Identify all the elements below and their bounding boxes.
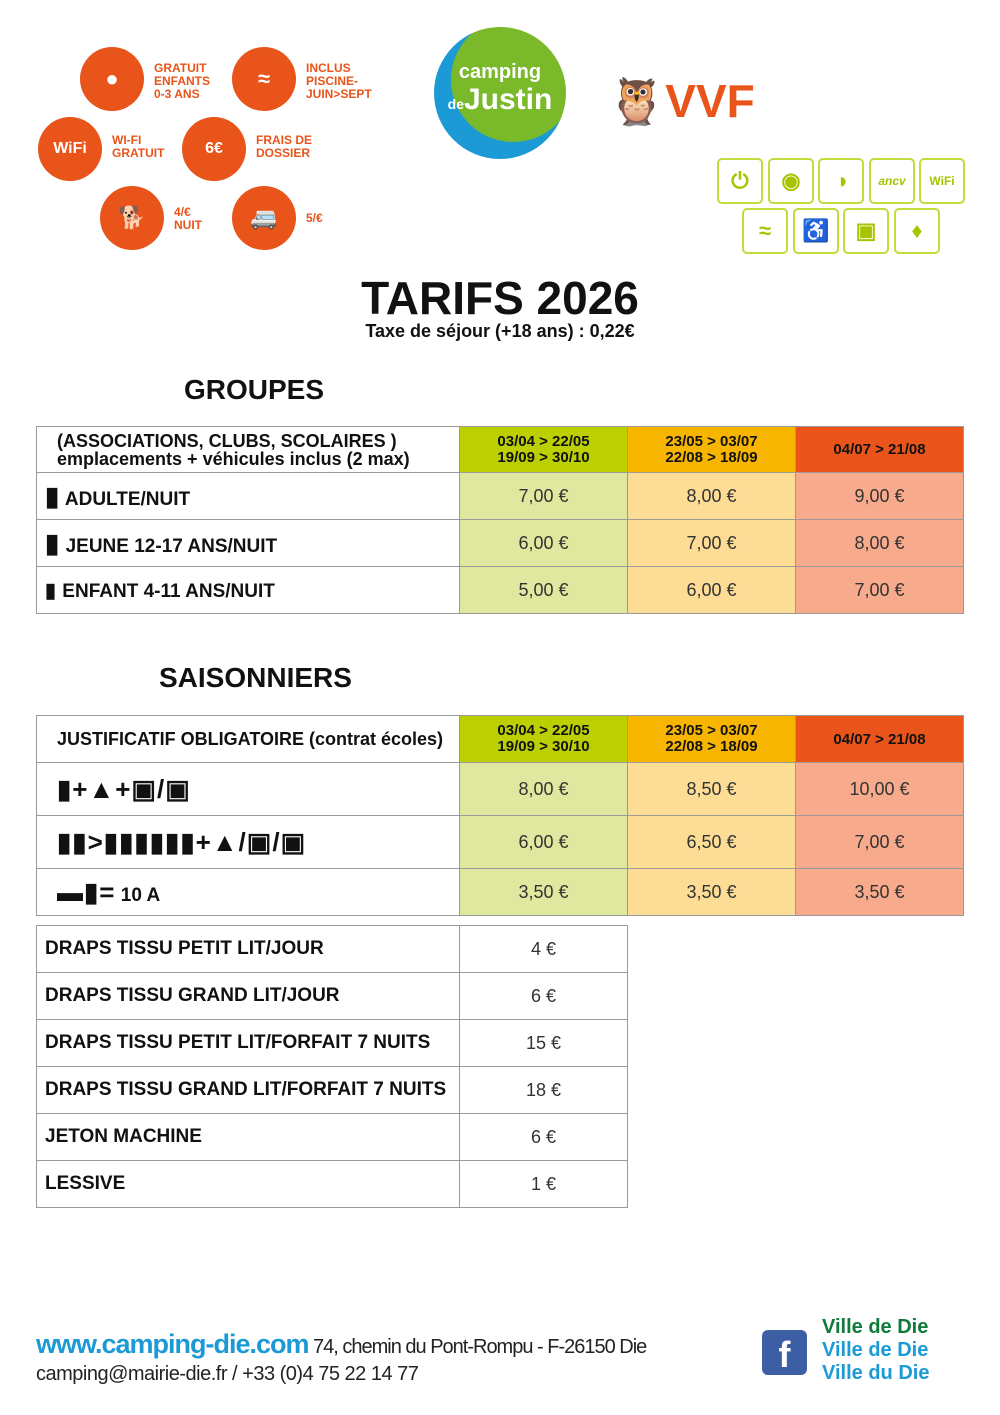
table-row: DRAPS TISSU PETIT LIT/FORFAIT 7 NUITS 15 … xyxy=(36,1019,628,1067)
footer-line1: www.camping-die.com 74, chemin du Pont-R… xyxy=(36,1328,647,1365)
folder-icon: 6€ xyxy=(182,117,246,181)
groupes-table: (ASSOCIATIONS, CLUBS, SCOLAIRES ) emplace… xyxy=(36,426,964,614)
feature-label: 4/€ NUIT xyxy=(174,205,202,232)
table-row: ▮ ADULTE/NUIT 7,00 €8,00 €9,00 € xyxy=(36,472,964,520)
barbecue-icon: ◑ xyxy=(818,158,864,204)
dog-icon: 🐕 xyxy=(100,186,164,250)
period-high: 04/07 > 21/08 xyxy=(795,426,964,473)
wifi-icon: WiFi xyxy=(919,158,965,204)
period-mid: 23/05 > 03/07 22/08 > 18/09 xyxy=(627,715,796,763)
page-title: TARIFS 2026 xyxy=(361,272,639,324)
table-row: ▬▮= 10 A 3,50 €3,50 €3,50 € xyxy=(36,868,964,916)
saisonniers-heading: SAISONNIERS xyxy=(159,662,352,693)
table-row: ▮ ENFANT 4-11 ANS/NUIT 5,00 €6,00 €7,00 € xyxy=(36,566,964,614)
ville-de-die-logo: Ville de Die Ville de Die Ville du Die xyxy=(822,1316,930,1384)
person-tent-camper-icon: ▮+▲+▣/▣ xyxy=(57,773,191,804)
table-header-row: (ASSOCIATIONS, CLUBS, SCOLAIRES ) emplace… xyxy=(36,426,964,473)
groupes-heading: GROUPES xyxy=(184,374,325,405)
table-row: ▮ JEUNE 12-17 ANS/NUIT 6,00 €7,00 €8,00 € xyxy=(36,519,964,567)
person-icon: ▮ xyxy=(45,579,58,602)
table-row: ▮+▲+▣/▣ 8,00 €8,50 €10,00 € xyxy=(36,762,964,816)
table-row: ▮▮>▮▮▮▮▮▮+▲/▣/▣ 6,00 €6,50 €7,00 € xyxy=(36,815,964,869)
washing-machine-icon: ◉ xyxy=(768,158,814,204)
person-icon: ▮ xyxy=(45,527,61,558)
period-low: 03/04 > 22/05 19/09 > 30/10 xyxy=(459,715,628,763)
table-header-row: JUSTIFICATIF OBLIGATOIRE (contrat écoles… xyxy=(36,715,964,763)
wheelchair-icon: ♿ xyxy=(793,208,839,254)
contact: camping@mairie-die.fr / +33 (0)4 75 22 1… xyxy=(36,1363,419,1385)
pool-icon: ≈ xyxy=(232,47,296,111)
address: 74, chemin du Pont-Rompu - F-26150 Die xyxy=(313,1336,647,1358)
vvf-logo: 🦉VVF xyxy=(608,75,755,127)
period-high: 04/07 > 21/08 xyxy=(795,715,964,763)
period-low: 03/04 > 22/05 19/09 > 30/10 xyxy=(459,426,628,473)
groupes-description: (ASSOCIATIONS, CLUBS, SCOLAIRES ) emplace… xyxy=(36,426,460,473)
website-link[interactable]: www.camping-die.com xyxy=(36,1329,310,1359)
feature-label: 5/€ xyxy=(306,211,323,225)
table-row: DRAPS TISSU GRAND LIT/FORFAIT 7 NUITS 18 … xyxy=(36,1066,628,1114)
group-tent-camper-icon: ▮▮>▮▮▮▮▮▮+▲/▣/▣ xyxy=(57,826,307,857)
feature-label: FRAIS DE DOSSIER xyxy=(256,133,313,160)
plug-icon: ⏻ xyxy=(717,158,763,204)
plug-icon: ▬▮= xyxy=(57,876,116,907)
saisonniers-table: JUSTIFICATIF OBLIGATOIRE (contrat écoles… xyxy=(36,715,964,916)
table-row: LESSIVE 1 € xyxy=(36,1160,628,1208)
period-mid: 23/05 > 03/07 22/08 > 18/09 xyxy=(627,426,796,473)
camping-logo: camping deJustin xyxy=(434,27,566,159)
person-icon: ● xyxy=(80,47,144,111)
feature-label: INCLUS PISCINE- JUIN>SEPT xyxy=(306,61,372,101)
camper-icon: 🚐 xyxy=(232,186,296,250)
pool-icon: ≈ xyxy=(742,208,788,254)
feature-label: GRATUIT ENFANTS 0-3 ANS xyxy=(154,61,211,101)
person-icon: ▮ xyxy=(45,480,61,511)
tax-note: Taxe de séjour (+18 ans) : 0,22€ xyxy=(365,321,635,341)
feature-label: WI-FI GRATUIT xyxy=(112,133,165,160)
table-row: JETON MACHINE 6 € xyxy=(36,1113,628,1161)
table-row: DRAPS TISSU GRAND LIT/JOUR 6 € xyxy=(36,972,628,1020)
table-row: DRAPS TISSU PETIT LIT/JOUR 4 € xyxy=(36,925,628,973)
ancv-icon: ancv xyxy=(869,158,915,204)
camper-icon: ▣ xyxy=(843,208,889,254)
saisonniers-description: JUSTIFICATIF OBLIGATOIRE (contrat écoles… xyxy=(36,715,460,763)
extras-table: DRAPS TISSU PETIT LIT/JOUR 4 € DRAPS TISS… xyxy=(36,925,628,1208)
facebook-icon[interactable]: f xyxy=(762,1330,807,1375)
wifi-icon: WiFi xyxy=(38,117,102,181)
dog-icon: ♦ xyxy=(894,208,940,254)
